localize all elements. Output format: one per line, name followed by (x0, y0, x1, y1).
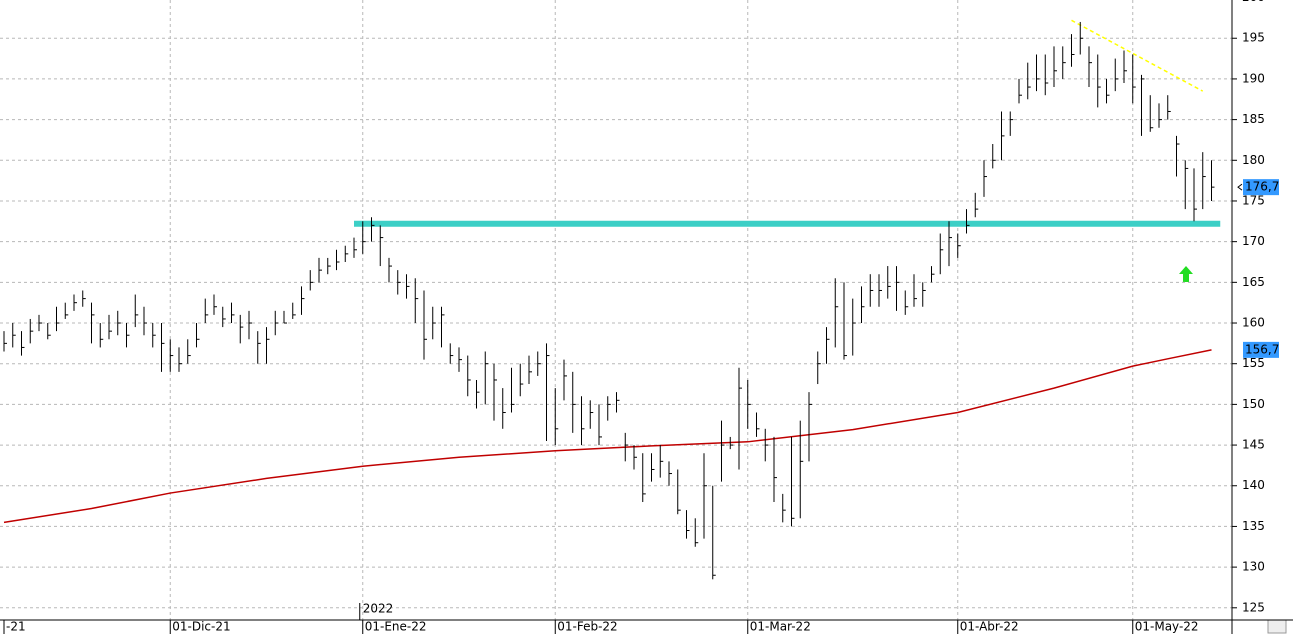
corner-icon (1267, 619, 1287, 634)
y-tick-label: 195 (1242, 31, 1265, 45)
x-tick-label: 01-Abr-22 (960, 620, 1019, 634)
y-tick-label: 175 (1242, 193, 1265, 207)
y-tick-label: 180 (1242, 153, 1265, 167)
y-tick-label: 165 (1242, 275, 1265, 289)
y-tick-label: 130 (1242, 560, 1265, 574)
y-tick-label: 150 (1242, 397, 1265, 411)
price-label-box (1243, 179, 1279, 196)
x-tick-label: -21 (6, 620, 26, 634)
y-tick-label: 170 (1242, 234, 1265, 248)
y-tick-label: 125 (1242, 600, 1265, 614)
y-tick-label: 160 (1242, 316, 1265, 330)
y-tick-label: 185 (1242, 112, 1265, 126)
x-tick-label: 01-Ene-22 (365, 620, 427, 634)
y-tick-label: 140 (1242, 478, 1265, 492)
y-tick-label: 145 (1242, 438, 1265, 452)
y-tick-label: 200 (1242, 0, 1265, 4)
trendline (1071, 19, 1204, 92)
year-label: 2022 (363, 602, 394, 616)
price-label-box (1243, 341, 1279, 358)
x-tick-label: 01-Mar-22 (750, 620, 811, 634)
up-arrow (1179, 266, 1193, 282)
x-tick-label: 01-Feb-22 (557, 620, 617, 634)
y-tick-label: 155 (1242, 356, 1265, 370)
price-label: 156,7 (1245, 342, 1279, 356)
x-tick-label: 01-Dic-21 (172, 620, 230, 634)
y-tick-label: 190 (1242, 71, 1265, 85)
y-tick-label: 135 (1242, 519, 1265, 533)
moving-average (3, 349, 1212, 524)
price-pointer (1237, 183, 1243, 191)
x-tick-label: 01-May-22 (1135, 620, 1199, 634)
price-label: 176,7 (1245, 180, 1279, 194)
